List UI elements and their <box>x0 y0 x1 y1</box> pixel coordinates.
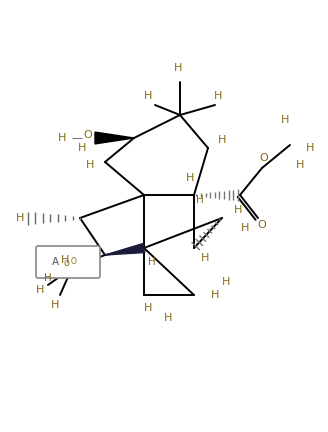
Text: H: H <box>234 205 242 215</box>
Text: H: H <box>44 273 52 283</box>
Text: H: H <box>51 300 59 310</box>
Text: H: H <box>214 91 222 101</box>
Text: O: O <box>257 220 266 230</box>
Text: H: H <box>144 91 152 101</box>
Text: H: H <box>186 173 194 183</box>
Text: H: H <box>196 195 204 205</box>
Text: H: H <box>218 135 226 145</box>
FancyBboxPatch shape <box>36 246 100 278</box>
Text: O: O <box>260 153 268 163</box>
Text: H: H <box>222 277 230 287</box>
Text: H: H <box>306 143 314 153</box>
Text: H: H <box>36 285 44 295</box>
Polygon shape <box>95 132 134 144</box>
Text: H: H <box>61 255 69 265</box>
Text: H: H <box>148 257 156 267</box>
Text: H: H <box>78 143 86 153</box>
Text: H: H <box>241 223 249 233</box>
Text: H: H <box>174 63 182 73</box>
Text: H: H <box>296 160 304 170</box>
Text: H: H <box>211 290 219 300</box>
Text: o: o <box>63 258 69 268</box>
Text: H: H <box>201 253 209 263</box>
Text: H: H <box>281 115 289 125</box>
Text: H: H <box>164 313 172 323</box>
Text: H: H <box>144 303 152 313</box>
Text: H: H <box>58 133 66 143</box>
Text: O: O <box>71 257 77 267</box>
Text: A: A <box>51 257 59 267</box>
Text: —: — <box>72 133 83 143</box>
Text: O: O <box>84 130 92 140</box>
Text: H: H <box>16 213 24 223</box>
Polygon shape <box>105 244 145 255</box>
Text: H: H <box>86 160 94 170</box>
